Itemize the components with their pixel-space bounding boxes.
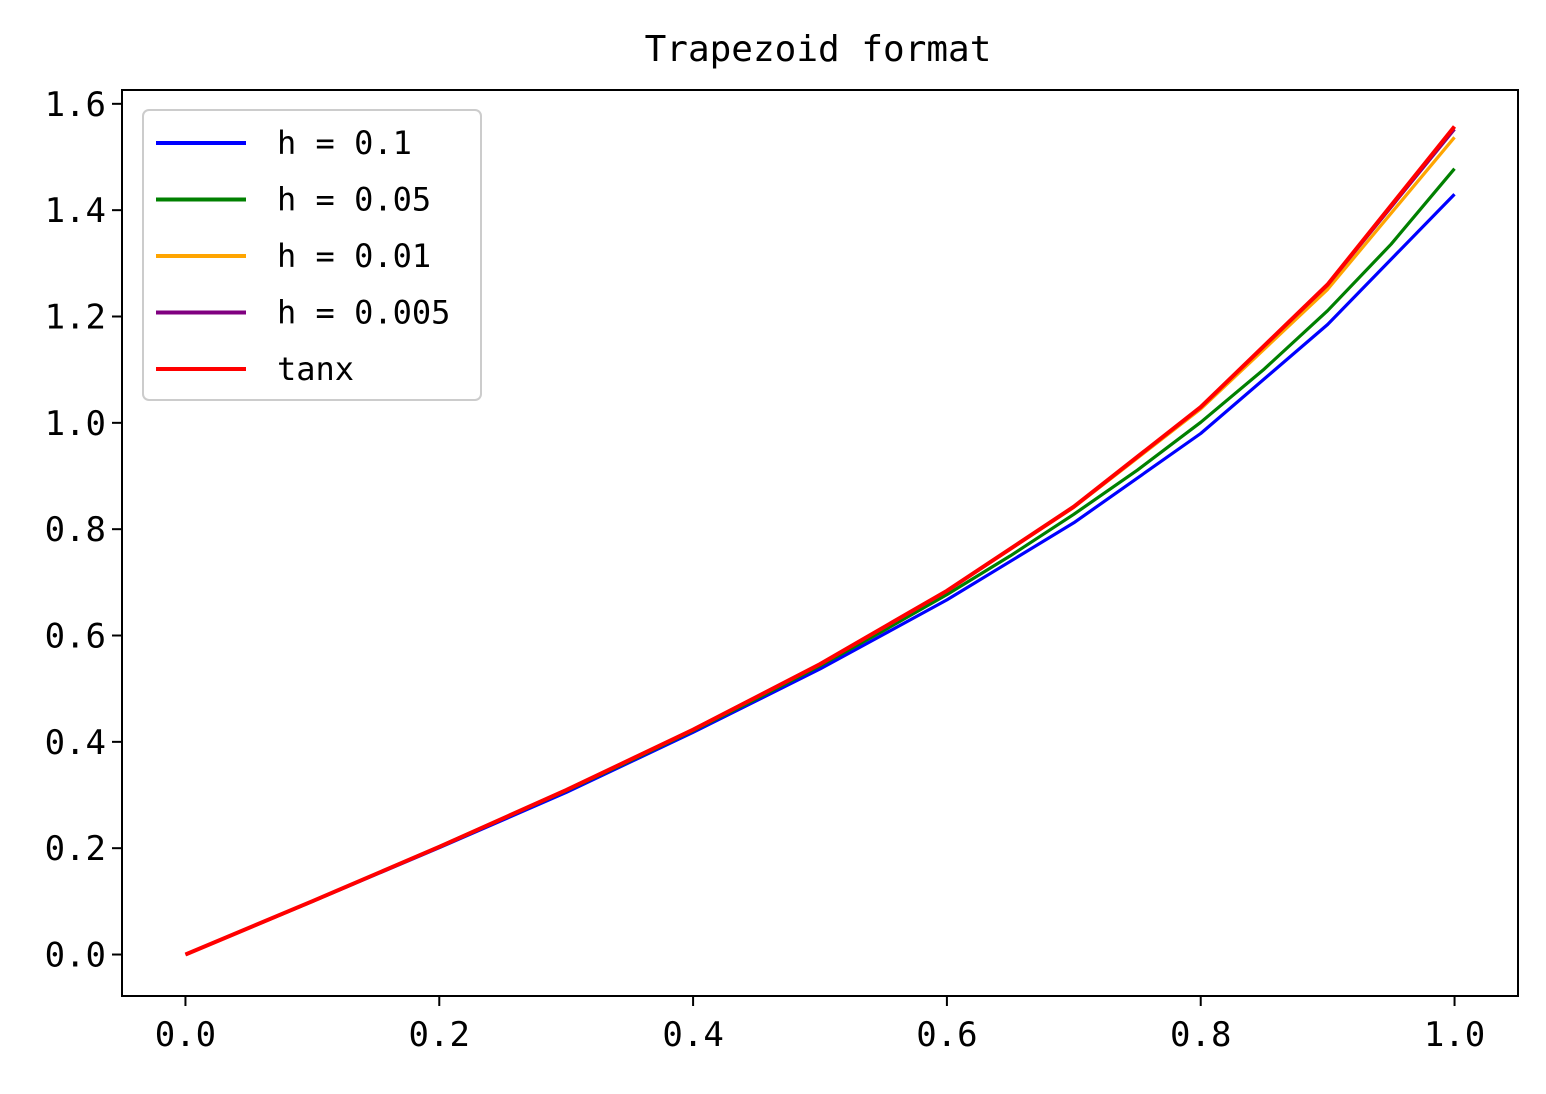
y-tick-label: 1.0 [45, 404, 106, 444]
y-tick-label: 0.0 [45, 936, 106, 976]
legend-label-1: h = 0.05 [277, 181, 431, 219]
legend-label-0: h = 0.1 [277, 124, 412, 162]
x-tick-label: 0.4 [662, 1015, 723, 1055]
y-tick-label: 0.6 [45, 617, 106, 657]
y-tick-label: 0.2 [45, 829, 106, 869]
x-tick-label: 0.6 [916, 1015, 977, 1055]
series-layer [184, 125, 1457, 957]
x-tick-label: 0.8 [1170, 1015, 1231, 1055]
legend-label-4: tanx [277, 350, 354, 388]
series-line-4 [184, 125, 1457, 957]
x-tick-label: 1.0 [1424, 1015, 1485, 1055]
y-tick-label: 1.4 [45, 191, 106, 231]
legend-label-2: h = 0.01 [277, 237, 431, 275]
legend: h = 0.1 h = 0.05 h = 0.01 h = 0.005 tanx [142, 109, 482, 401]
y-tick-label: 0.8 [45, 510, 106, 550]
y-tick-label: 1.6 [45, 85, 106, 125]
y-axis: 0.0 0.2 0.4 0.6 0.8 1.0 1.2 1.4 1.6 [45, 85, 122, 976]
x-tick-label: 0.2 [409, 1015, 470, 1055]
x-tick-label: 0.0 [155, 1015, 216, 1055]
chart-title: Trapezoid format [645, 29, 992, 70]
x-axis: 0.0 0.2 0.4 0.6 0.8 1.0 [155, 996, 1485, 1055]
legend-box [142, 109, 482, 401]
legend-label-3: h = 0.005 [277, 294, 450, 332]
plot-frame [121, 89, 1519, 997]
y-tick-label: 1.2 [45, 298, 106, 338]
y-tick-label: 0.4 [45, 723, 106, 763]
